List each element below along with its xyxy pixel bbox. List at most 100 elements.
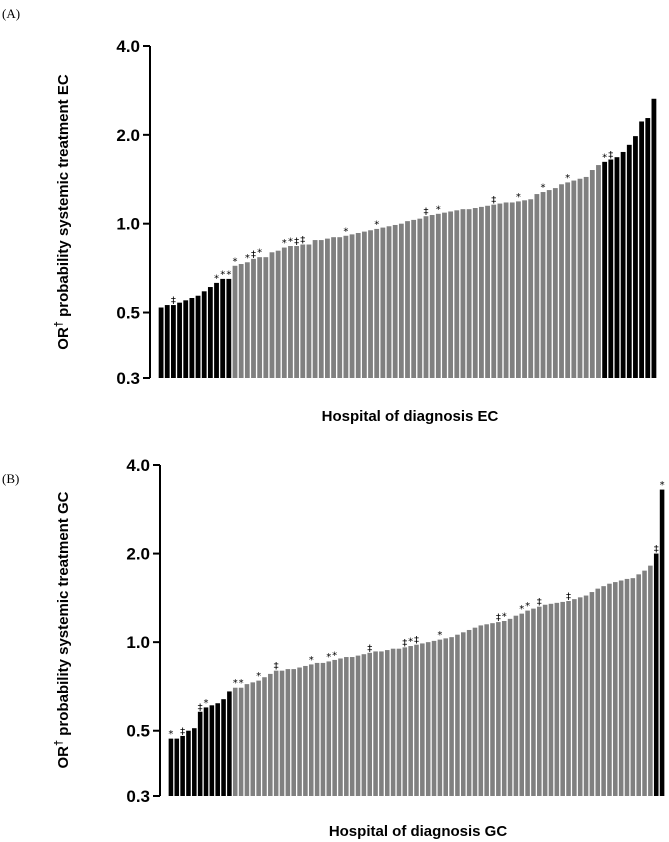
- bar-a-59: [515, 201, 521, 378]
- bar-b-33: [355, 655, 361, 796]
- bar-a-35: [368, 230, 373, 378]
- bar-b-13: [238, 687, 244, 796]
- bar-b-17: [262, 677, 267, 796]
- bar-b-48: [443, 638, 449, 796]
- bar-a-15: [244, 262, 250, 378]
- marker-a-11: ‡: [294, 237, 299, 248]
- bar-b-35: [367, 652, 372, 796]
- bar-b-76: [607, 583, 612, 796]
- bar-b-19: [273, 670, 279, 796]
- bar-a-4: [177, 302, 182, 378]
- bar-a-51: [466, 209, 472, 378]
- bar-b-74: [595, 588, 601, 796]
- marker-a-8: *: [257, 248, 262, 259]
- bar-b-11: [227, 691, 232, 796]
- bar-b-34: [361, 654, 367, 796]
- bar-a-3: [171, 305, 176, 378]
- bar-b-68: [560, 601, 565, 796]
- bar-a-1: [158, 307, 164, 378]
- marker-a-18: *: [516, 192, 521, 203]
- bar-b-51: [461, 632, 466, 796]
- bar-a-60: [522, 200, 527, 378]
- bar-b-81: [636, 574, 641, 796]
- bar-b-52: [466, 629, 472, 796]
- bar-a-55: [491, 204, 497, 378]
- bar-b-57: [496, 622, 501, 796]
- bar-b-64: [537, 606, 542, 796]
- bar-a-22: [288, 246, 293, 378]
- bar-b-55: [484, 624, 489, 796]
- bar-b-8: [209, 705, 215, 796]
- y-tick-label-b-4: 2.0: [126, 545, 150, 564]
- y-axis-title-b-sup: †: [53, 740, 65, 746]
- bar-a-45: [429, 215, 435, 378]
- bar-a-64: [546, 190, 552, 378]
- y-axis-title-a: OR† probability systemic treatment EC: [53, 74, 72, 350]
- bar-b-65: [542, 604, 548, 796]
- bar-b-12: [232, 687, 238, 796]
- y-tick-label-a-5: 4.0: [116, 37, 140, 56]
- marker-b-7: *: [256, 671, 261, 682]
- bar-a-2: [164, 305, 170, 378]
- y-axis-title-b-rest: probability systemic treatment GC: [55, 491, 72, 740]
- bar-b-43: [414, 644, 419, 796]
- y-axis-title-a-rest: probability systemic treatment EC: [55, 74, 72, 321]
- bar-a-62: [534, 194, 540, 378]
- marker-b-4: *: [204, 698, 209, 709]
- bar-a-63: [540, 192, 546, 378]
- panel-label-a: (A): [2, 6, 20, 21]
- bar-a-69: [577, 178, 583, 378]
- bar-a-53: [479, 206, 484, 378]
- bar-b-78: [618, 580, 624, 796]
- bar-b-60: [513, 615, 519, 796]
- y-axis-title-b: OR† probability systemic treatment GC: [53, 491, 72, 768]
- bar-a-24: [300, 244, 306, 378]
- marker-a-1: ‡: [171, 296, 176, 307]
- bar-b-67: [554, 602, 560, 796]
- y-tick-label-a-2: 0.5: [116, 304, 140, 323]
- bar-b-1: [168, 738, 174, 796]
- bar-a-79: [639, 121, 645, 378]
- bar-b-50: [455, 634, 460, 796]
- bar-b-7: [203, 707, 209, 796]
- bar-b-85: [659, 489, 665, 796]
- marker-a-3: *: [220, 269, 225, 280]
- bar-b-70: [572, 599, 577, 796]
- marker-b-3: ‡: [198, 702, 203, 713]
- bar-b-40: [396, 648, 402, 796]
- bar-a-25: [306, 244, 312, 378]
- marker-a-15: ‡: [423, 207, 428, 218]
- bar-b-84: [653, 553, 659, 796]
- marker-a-7: ‡: [251, 249, 256, 260]
- bar-a-71: [589, 170, 595, 378]
- bar-b-26: [314, 662, 320, 796]
- bar-a-78: [633, 136, 638, 378]
- y-axis-title-b-main: OR: [55, 746, 72, 769]
- bar-b-83: [648, 565, 653, 796]
- bar-b-44: [420, 643, 425, 796]
- bar-a-32: [349, 234, 355, 378]
- bar-a-20: [275, 250, 281, 378]
- marker-b-19: *: [519, 604, 524, 615]
- bar-a-47: [442, 212, 447, 378]
- marker-b-17: ‡: [496, 613, 501, 624]
- marker-b-6: *: [239, 678, 244, 689]
- bar-a-48: [448, 211, 454, 378]
- bar-b-47: [437, 639, 443, 796]
- bar-a-23: [294, 246, 300, 378]
- marker-b-9: *: [309, 655, 314, 666]
- bar-a-33: [355, 232, 361, 378]
- bar-a-6: [189, 298, 195, 378]
- bar-b-15: [250, 682, 256, 796]
- marker-b-20: *: [525, 601, 530, 612]
- marker-b-10: *: [326, 652, 331, 663]
- bar-b-39: [390, 648, 396, 796]
- x-axis-title-a: Hospital of diagnosis EC: [322, 408, 499, 425]
- bar-b-30: [338, 658, 343, 796]
- marker-a-13: *: [343, 226, 348, 237]
- bar-a-39: [392, 224, 398, 378]
- bar-b-66: [548, 603, 554, 796]
- bar-a-34: [361, 231, 367, 378]
- marker-b-24: *: [660, 480, 665, 491]
